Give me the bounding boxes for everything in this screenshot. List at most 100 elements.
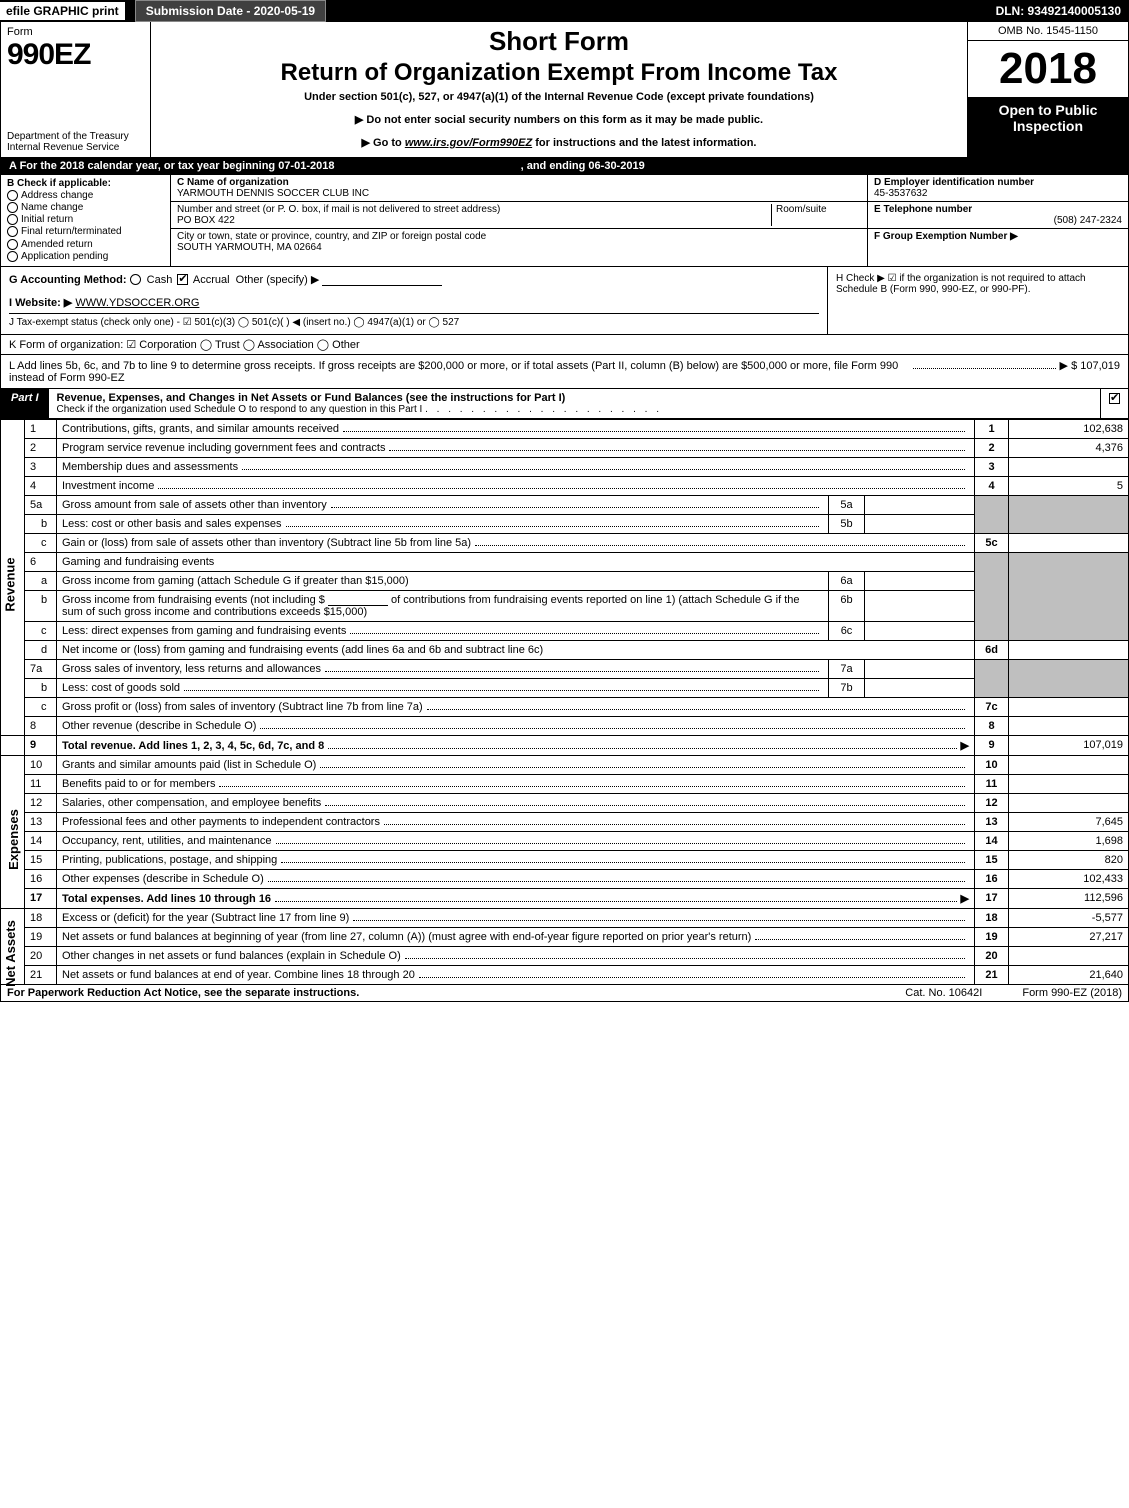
d19: Net assets or fund balances at beginning…: [62, 931, 751, 943]
period-bar: A For the 2018 calendar year, or tax yea…: [0, 158, 1129, 175]
footer-mid: Cat. No. 10642I: [905, 987, 982, 999]
part1-tab: Part I: [1, 389, 49, 418]
goto-pre: ▶ Go to: [362, 137, 405, 149]
a10: [1009, 755, 1129, 774]
a6d: [1009, 640, 1129, 659]
subtitle-under-section: Under section 501(c), 527, or 4947(a)(1)…: [161, 91, 957, 103]
chk-pending[interactable]: [7, 251, 18, 262]
website-link[interactable]: WWW.YDSOCCER.ORG: [75, 297, 199, 309]
b-item-5: Application pending: [21, 251, 108, 262]
d11: Benefits paid to or for members: [62, 778, 215, 790]
row-ghij: G Accounting Method: Cash Accrual Other …: [0, 267, 1129, 335]
chk-accrual[interactable]: [177, 274, 188, 285]
a14: 1,698: [1009, 831, 1129, 850]
v6a[interactable]: [865, 571, 975, 590]
a5c: [1009, 533, 1129, 552]
d6: Gaming and fundraising events: [57, 552, 975, 571]
r21: 21: [975, 965, 1009, 984]
d4: Investment income: [62, 480, 154, 492]
r9: 9: [975, 735, 1009, 755]
dln-label: DLN: 93492140005130: [996, 4, 1129, 18]
a4: 5: [1009, 476, 1129, 495]
b-item-1: Name change: [21, 202, 83, 213]
a11: [1009, 774, 1129, 793]
header-left: Form 990EZ Department of the Treasury In…: [1, 22, 151, 157]
col-c: C Name of organization YARMOUTH DENNIS S…: [171, 175, 868, 266]
g-other: Other (specify) ▶: [236, 274, 320, 286]
org-street: PO BOX 422: [177, 215, 771, 226]
chk-amended[interactable]: [7, 239, 18, 250]
n6c: c: [25, 621, 57, 640]
n21: 21: [25, 965, 57, 984]
r19: 19: [975, 927, 1009, 946]
b-header: B Check if applicable:: [7, 178, 164, 189]
chk-final[interactable]: [7, 226, 18, 237]
title-short-form: Short Form: [161, 26, 957, 57]
b-item-2: Initial return: [21, 214, 73, 225]
m6b: 6b: [829, 590, 865, 621]
d5b: Less: cost or other basis and sales expe…: [62, 518, 282, 530]
lines-table: Revenue 1 Contributions, gifts, grants, …: [0, 419, 1129, 985]
a2: 4,376: [1009, 438, 1129, 457]
c-name-label: C Name of organization: [177, 177, 861, 188]
d6b1: Gross income from fundraising events (no…: [62, 594, 325, 606]
omb-number: OMB No. 1545-1150: [968, 22, 1128, 41]
r15: 15: [975, 850, 1009, 869]
n5c: c: [25, 533, 57, 552]
v6b[interactable]: [865, 590, 975, 621]
r3: 3: [975, 457, 1009, 476]
r4: 4: [975, 476, 1009, 495]
line-j: J Tax-exempt status (check only one) - ☑…: [9, 313, 819, 328]
chk-initial[interactable]: [7, 214, 18, 225]
d2: Program service revenue including govern…: [62, 442, 385, 454]
a17: 112,596: [1009, 888, 1129, 908]
form-number: 990EZ: [7, 38, 144, 72]
g-other-blank[interactable]: [322, 274, 442, 286]
line-h: H Check ▶ ☑ if the organization is not r…: [828, 267, 1128, 334]
v5a[interactable]: [865, 495, 975, 514]
d5c: Gain or (loss) from sale of assets other…: [62, 537, 471, 549]
title-return: Return of Organization Exempt From Incom…: [161, 59, 957, 87]
submission-date: Submission Date - 2020-05-19: [135, 0, 326, 22]
a15: 820: [1009, 850, 1129, 869]
efile-label[interactable]: efile GRAPHIC print: [0, 2, 125, 20]
side-expenses: Expenses: [1, 755, 25, 908]
info-grid: B Check if applicable: Address change Na…: [0, 175, 1129, 267]
n5a: 5a: [25, 495, 57, 514]
header-mid: Short Form Return of Organization Exempt…: [151, 22, 968, 157]
chk-address[interactable]: [7, 190, 18, 201]
chk-name[interactable]: [7, 202, 18, 213]
d7c: Gross profit or (loss) from sales of inv…: [62, 701, 423, 713]
col-def: D Employer identification number 45-3537…: [868, 175, 1128, 266]
n3: 3: [25, 457, 57, 476]
part1-check[interactable]: [1109, 393, 1120, 404]
goto-link[interactable]: www.irs.gov/Form990EZ: [405, 137, 532, 149]
col-b: B Check if applicable: Address change Na…: [1, 175, 171, 266]
g-accrual: Accrual: [193, 274, 230, 286]
v7a[interactable]: [865, 659, 975, 678]
v7b[interactable]: [865, 678, 975, 697]
m6a: 6a: [829, 571, 865, 590]
d3: Membership dues and assessments: [62, 461, 238, 473]
d6b-blank[interactable]: [328, 594, 388, 606]
part1-title-text: Revenue, Expenses, and Changes in Net As…: [57, 392, 566, 404]
org-name: YARMOUTH DENNIS SOCCER CLUB INC: [177, 188, 861, 199]
d17: Total expenses. Add lines 10 through 16: [62, 893, 271, 905]
r18: 18: [975, 908, 1009, 927]
l-text: L Add lines 5b, 6c, and 7b to line 9 to …: [9, 360, 909, 384]
v6c[interactable]: [865, 621, 975, 640]
tax-year: 2018: [968, 41, 1128, 98]
b-item-4: Amended return: [21, 239, 93, 250]
chk-cash[interactable]: [130, 274, 141, 285]
a3: [1009, 457, 1129, 476]
d6d: Net income or (loss) from gaming and fun…: [57, 640, 975, 659]
goto-post: for instructions and the latest informat…: [532, 137, 756, 149]
n6a: a: [25, 571, 57, 590]
c-room-label: Room/suite: [776, 204, 861, 215]
d14: Occupancy, rent, utilities, and maintena…: [62, 835, 272, 847]
header-right: OMB No. 1545-1150 2018 Open to Public In…: [968, 22, 1128, 157]
m7b: 7b: [829, 678, 865, 697]
v5b[interactable]: [865, 514, 975, 533]
d16: Other expenses (describe in Schedule O): [62, 873, 264, 885]
note-goto: ▶ Go to www.irs.gov/Form990EZ for instru…: [161, 136, 957, 149]
